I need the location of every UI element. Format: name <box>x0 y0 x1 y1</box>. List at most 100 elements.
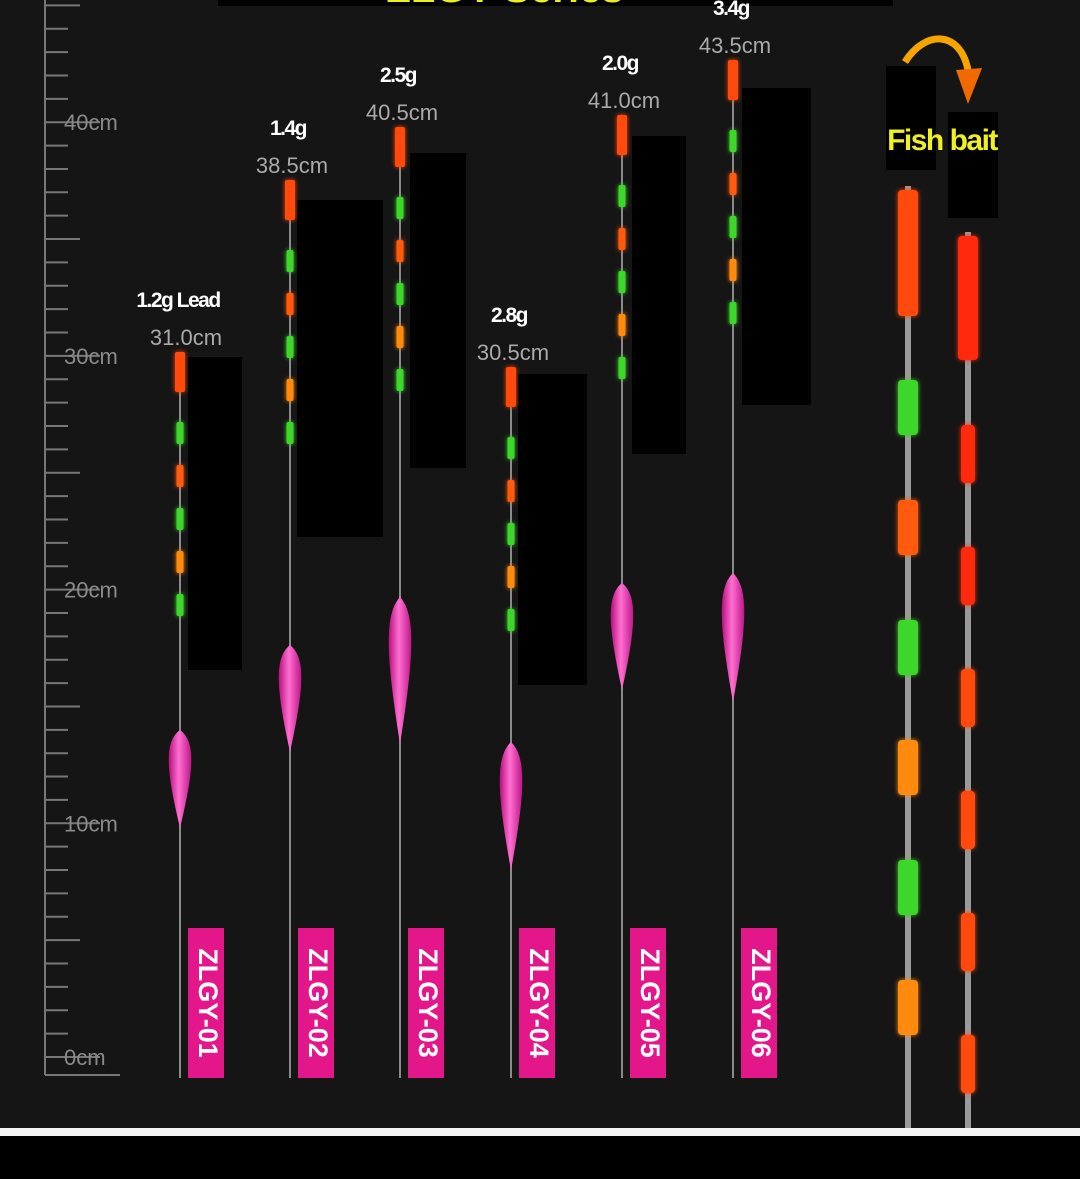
arrow <box>902 35 972 71</box>
length-label: 38.5cm <box>256 153 328 178</box>
cover <box>518 374 587 685</box>
weight-label: 1.4g <box>270 117 307 140</box>
segment <box>286 336 294 358</box>
model-tag <box>298 928 334 1078</box>
segment <box>729 259 737 281</box>
tip <box>506 367 516 407</box>
ruler-label: 0cm <box>64 1045 106 1070</box>
segment <box>286 250 294 272</box>
segment <box>396 369 404 391</box>
detail-segment <box>961 1035 975 1093</box>
model-tag <box>741 928 777 1078</box>
length-label: 30.5cm <box>477 340 549 365</box>
segment <box>618 185 626 207</box>
divider <box>0 1128 1080 1136</box>
detail-segment <box>898 740 918 795</box>
length-label: 41.0cm <box>588 88 660 113</box>
detail-segment <box>961 791 975 849</box>
segment <box>286 293 294 315</box>
length-label: 31.0cm <box>150 325 222 350</box>
segment <box>507 523 515 545</box>
model-label: ZLGY-01 <box>193 948 223 1058</box>
detail-segment <box>961 913 975 971</box>
segment <box>286 422 294 444</box>
float-body <box>610 583 634 690</box>
detail-tip <box>958 236 978 360</box>
segment <box>396 240 404 262</box>
segment <box>396 283 404 305</box>
cover <box>188 357 242 670</box>
detail-label: Fish bait <box>887 124 998 157</box>
ruler-label: 10cm <box>64 811 118 836</box>
detail-segment <box>961 547 975 605</box>
cover <box>632 136 686 454</box>
detail-tip <box>898 190 918 316</box>
title-band <box>218 0 893 6</box>
segment <box>176 465 184 487</box>
length-label: 43.5cm <box>699 33 771 58</box>
tip <box>285 180 295 220</box>
title: ZLGY Series <box>386 0 623 11</box>
cover <box>742 88 811 405</box>
ruler-label: 30cm <box>64 344 118 369</box>
detail-segment <box>898 980 918 1035</box>
segment <box>729 302 737 324</box>
model-label: ZLGY-03 <box>413 948 443 1058</box>
weight-label: 2.0g <box>602 52 639 75</box>
model-tag <box>519 928 555 1078</box>
segment <box>507 566 515 588</box>
cover <box>410 153 466 468</box>
tip <box>728 60 738 100</box>
detail-segment <box>961 425 975 483</box>
model-tag <box>188 928 224 1078</box>
weight-label: 2.5g <box>380 64 417 87</box>
weight-label: 3.4g <box>713 0 750 20</box>
tip <box>395 127 405 167</box>
segment <box>507 480 515 502</box>
length-label: 40.5cm <box>366 100 438 125</box>
detail-segment <box>898 380 918 435</box>
model-tag <box>630 928 666 1078</box>
segment <box>618 228 626 250</box>
float-body <box>278 645 302 752</box>
float-body <box>499 742 523 870</box>
segment <box>176 508 184 530</box>
cover <box>297 200 383 537</box>
weight-label: 1.2g Lead <box>136 289 220 312</box>
tip <box>617 115 627 155</box>
ruler-label: 40cm <box>64 110 118 135</box>
detail-segment <box>898 500 918 555</box>
segment <box>507 437 515 459</box>
segment <box>618 314 626 336</box>
cover <box>886 66 936 170</box>
float-body <box>388 597 412 744</box>
tip <box>175 352 185 392</box>
model-label: ZLGY-02 <box>303 948 333 1058</box>
detail-segment <box>898 620 918 675</box>
float-body <box>721 573 745 702</box>
segment <box>286 379 294 401</box>
segment <box>396 326 404 348</box>
segment <box>618 357 626 379</box>
model-tag <box>408 928 444 1078</box>
weight-label: 2.8g <box>491 304 528 327</box>
detail-segment <box>961 669 975 727</box>
segment <box>618 271 626 293</box>
segment <box>729 173 737 195</box>
cover <box>948 112 998 218</box>
arrow-head <box>956 68 982 104</box>
segment <box>396 197 404 219</box>
model-label: ZLGY-05 <box>635 948 665 1058</box>
segment <box>176 594 184 616</box>
segment <box>729 216 737 238</box>
ruler-label: 20cm <box>64 578 118 603</box>
model-label: ZLGY-04 <box>524 948 554 1058</box>
float-body <box>168 730 192 828</box>
segment <box>507 609 515 631</box>
detail-segment <box>898 860 918 915</box>
model-label: ZLGY-06 <box>746 948 776 1058</box>
segment <box>176 551 184 573</box>
segment <box>729 130 737 152</box>
